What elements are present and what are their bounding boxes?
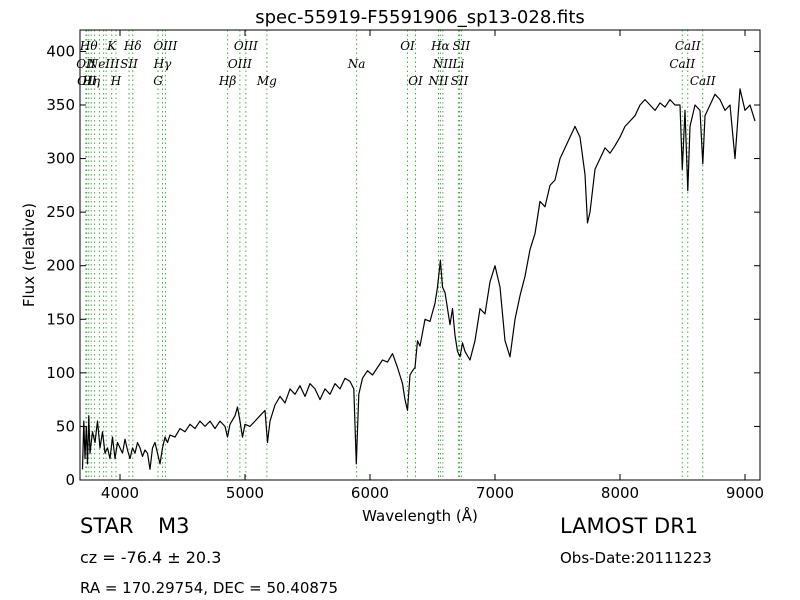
marker-label: NII (428, 74, 449, 88)
y-axis-label: Flux (relative) (20, 203, 38, 307)
marker-label: Na (347, 57, 366, 71)
y-tick-label: 50 (56, 417, 75, 435)
marker-label: Hδ (123, 39, 142, 53)
spectrum-layer (81, 88, 756, 470)
marker-label: OIII (153, 39, 177, 53)
y-tick-label: 250 (46, 203, 75, 221)
marker-label: Hα (430, 39, 450, 53)
marker-label: Hθ (79, 39, 98, 53)
x-tick-label: 8000 (601, 484, 639, 502)
object-class: STAR (80, 514, 134, 538)
object-subclass: M3 (158, 514, 190, 538)
marker-label: Mg (256, 74, 277, 88)
x-tick-label: 4000 (101, 484, 139, 502)
y-tick-label: 0 (65, 471, 75, 489)
survey-name: LAMOST DR1 (560, 514, 699, 538)
x-axis-label: Wavelength (Å) (362, 506, 478, 525)
marker-label: OI (408, 74, 423, 88)
marker-label: Hβ (218, 74, 236, 88)
x-tick-label: 6000 (351, 484, 389, 502)
marker-label: CaII (675, 39, 701, 53)
chart-title: spec-55919-F5591906_sp13-028.fits (255, 7, 585, 28)
marker-label: K (106, 39, 117, 53)
marker-label: NeIII (87, 57, 120, 71)
marker-label: H (110, 74, 122, 88)
y-tick-label: 400 (46, 42, 75, 60)
marker-label: SII (453, 39, 471, 53)
line-labels: OII OII Hθ Hη NeIII K H SII Hδ G Hγ OIII Hβ OIII OIII M… (76, 39, 716, 88)
marker-label: CaII (669, 57, 695, 71)
y-tick-label: 350 (46, 96, 75, 114)
marker-label: NII (432, 57, 453, 71)
marker-label: OI (400, 39, 415, 53)
marker-label: OIII (228, 57, 252, 71)
x-tick-label: 9000 (726, 484, 764, 502)
x-tick-label: 5000 (226, 484, 264, 502)
marker-label: CaII (690, 74, 716, 88)
observation-date: Obs-Date:20111223 (560, 549, 712, 567)
marker-label: G (153, 74, 163, 88)
marker-label: Hγ (153, 57, 172, 71)
marker-label: OIII (234, 39, 258, 53)
marker-label: Li (451, 57, 464, 71)
x-tick-label: 7000 (476, 484, 514, 502)
y-tick-label: 200 (46, 257, 75, 275)
marker-label: OII (77, 74, 97, 88)
marker-label: SII (451, 74, 469, 88)
marker-label: SII (120, 57, 138, 71)
y-tick-label: 100 (46, 364, 75, 382)
y-tick-label: 300 (46, 150, 75, 168)
redshift-cz: cz = -76.4 ± 20.3 (80, 548, 222, 567)
spectrum-line (81, 88, 756, 470)
line-markers (85, 30, 704, 480)
marker-label: Hη (81, 74, 100, 88)
plot-frame (79, 29, 761, 481)
axis-ticks: 4000 5000 6000 7000 8000 9000 0 50 100 150 200 250 3… (46, 30, 764, 502)
marker-label: OII (76, 57, 96, 71)
y-tick-label: 150 (46, 310, 75, 328)
coordinates: RA = 170.29754, DEC = 50.40875 (80, 579, 339, 597)
